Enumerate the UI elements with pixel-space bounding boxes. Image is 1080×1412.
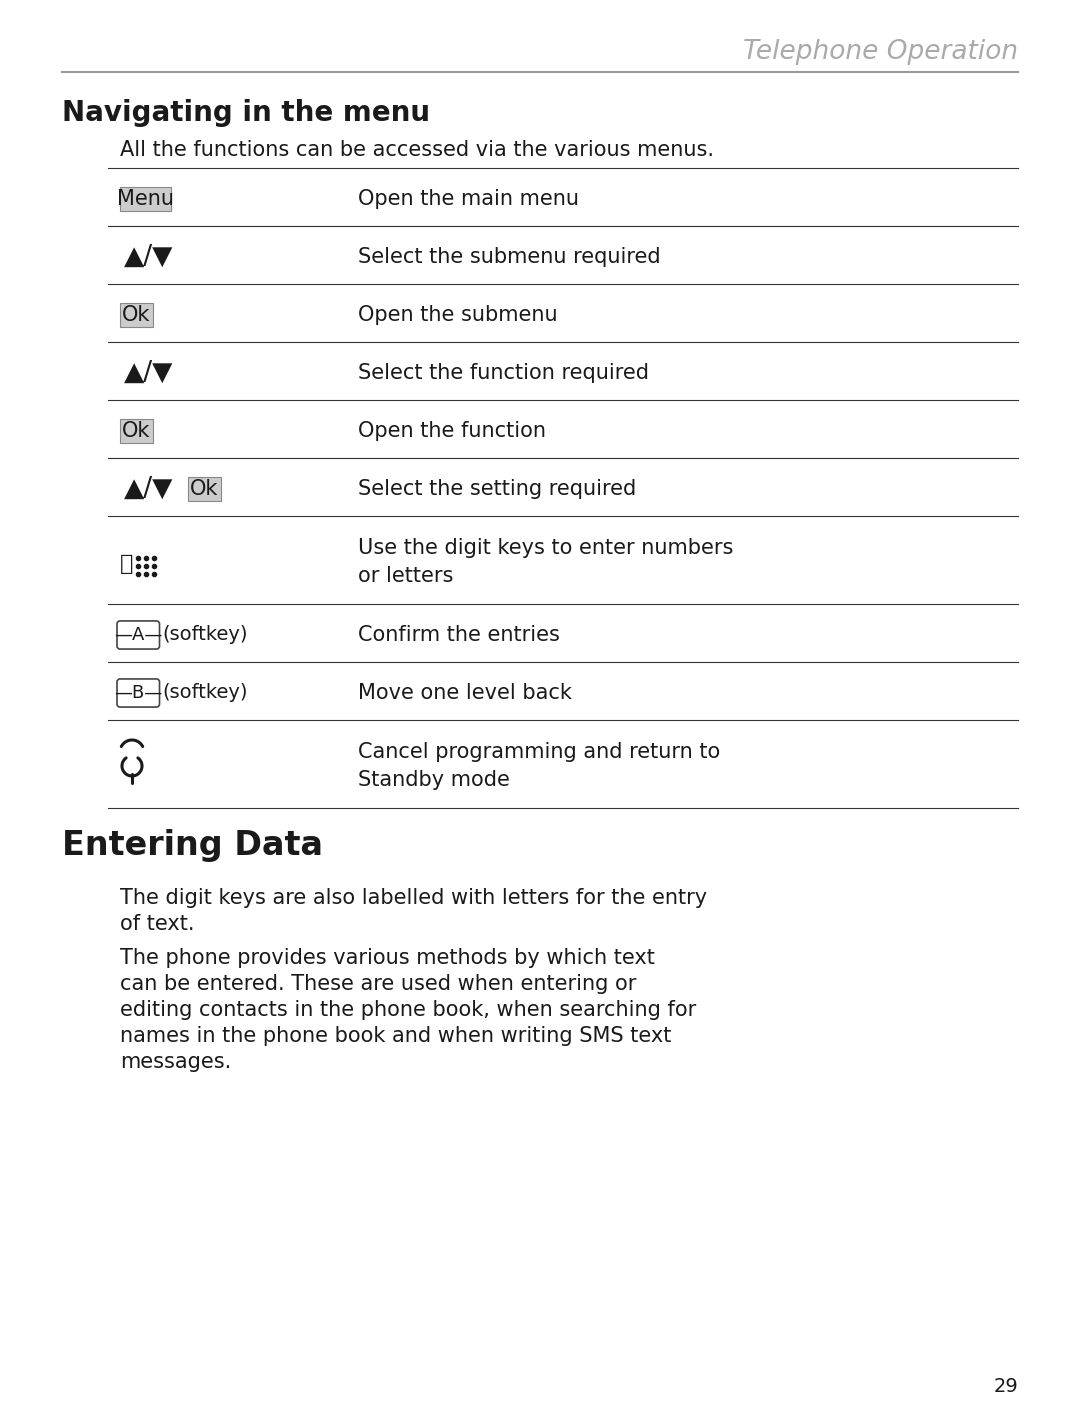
Text: editing contacts in the phone book, when searching for: editing contacts in the phone book, when… bbox=[120, 1000, 697, 1019]
Text: of text.: of text. bbox=[120, 914, 194, 933]
Text: —A—: —A— bbox=[114, 626, 162, 644]
Text: Open the function: Open the function bbox=[357, 421, 546, 441]
Text: 29: 29 bbox=[994, 1377, 1018, 1395]
Text: Open the submenu: Open the submenu bbox=[357, 305, 557, 325]
Text: Select the submenu required: Select the submenu required bbox=[357, 247, 661, 267]
Text: 👉: 👉 bbox=[120, 554, 133, 575]
Text: (softkey): (softkey) bbox=[162, 626, 248, 644]
Text: can be entered. These are used when entering or: can be entered. These are used when ente… bbox=[120, 974, 636, 994]
FancyBboxPatch shape bbox=[120, 302, 152, 328]
Text: Menu: Menu bbox=[117, 189, 174, 209]
Text: Select the setting required: Select the setting required bbox=[357, 479, 636, 498]
FancyBboxPatch shape bbox=[117, 621, 160, 650]
Text: Ok: Ok bbox=[122, 305, 150, 325]
Text: Ok: Ok bbox=[190, 479, 218, 498]
Text: Open the main menu: Open the main menu bbox=[357, 189, 579, 209]
Text: Standby mode: Standby mode bbox=[357, 770, 510, 789]
Text: Telephone Operation: Telephone Operation bbox=[743, 40, 1018, 65]
Text: The phone provides various methods by which text: The phone provides various methods by wh… bbox=[120, 947, 654, 969]
Text: ▲/▼: ▲/▼ bbox=[124, 360, 174, 385]
Text: Use the digit keys to enter numbers: Use the digit keys to enter numbers bbox=[357, 538, 733, 558]
Text: Cancel programming and return to: Cancel programming and return to bbox=[357, 741, 720, 762]
FancyBboxPatch shape bbox=[120, 186, 172, 212]
FancyBboxPatch shape bbox=[120, 418, 152, 443]
Text: names in the phone book and when writing SMS text: names in the phone book and when writing… bbox=[120, 1027, 672, 1046]
Text: Select the function required: Select the function required bbox=[357, 363, 649, 383]
Text: Confirm the entries: Confirm the entries bbox=[357, 626, 559, 645]
Text: —B—: —B— bbox=[114, 683, 162, 702]
Text: Navigating in the menu: Navigating in the menu bbox=[62, 99, 430, 127]
Text: ▲/▼: ▲/▼ bbox=[124, 244, 174, 270]
Text: Move one level back: Move one level back bbox=[357, 683, 572, 703]
Text: Entering Data: Entering Data bbox=[62, 829, 323, 863]
Text: or letters: or letters bbox=[357, 566, 454, 586]
Text: All the functions can be accessed via the various menus.: All the functions can be accessed via th… bbox=[120, 140, 714, 160]
FancyBboxPatch shape bbox=[188, 477, 220, 501]
FancyBboxPatch shape bbox=[117, 679, 160, 707]
Text: ▲/▼: ▲/▼ bbox=[124, 476, 174, 503]
Text: The digit keys are also labelled with letters for the entry: The digit keys are also labelled with le… bbox=[120, 888, 707, 908]
Text: (softkey): (softkey) bbox=[162, 683, 248, 703]
Text: Ok: Ok bbox=[122, 421, 150, 441]
Text: messages.: messages. bbox=[120, 1052, 231, 1072]
